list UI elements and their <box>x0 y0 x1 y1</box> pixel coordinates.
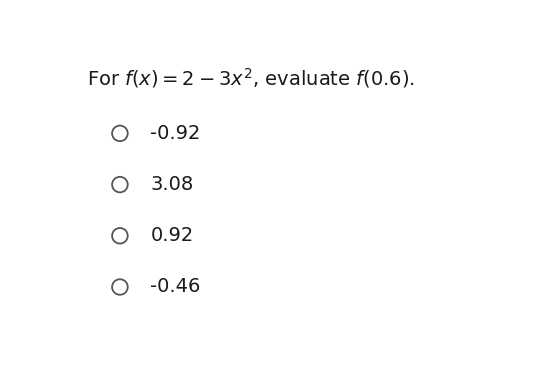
Text: -0.92: -0.92 <box>150 124 200 143</box>
Text: 3.08: 3.08 <box>150 175 194 194</box>
Text: -0.46: -0.46 <box>150 277 200 296</box>
Text: For $\mathit{f}(\mathit{x}) = 2 - 3\mathit{x}^2$, evaluate $\mathit{f}$(0.6).: For $\mathit{f}(\mathit{x}) = 2 - 3\math… <box>87 66 416 90</box>
Text: 0.92: 0.92 <box>150 226 194 245</box>
